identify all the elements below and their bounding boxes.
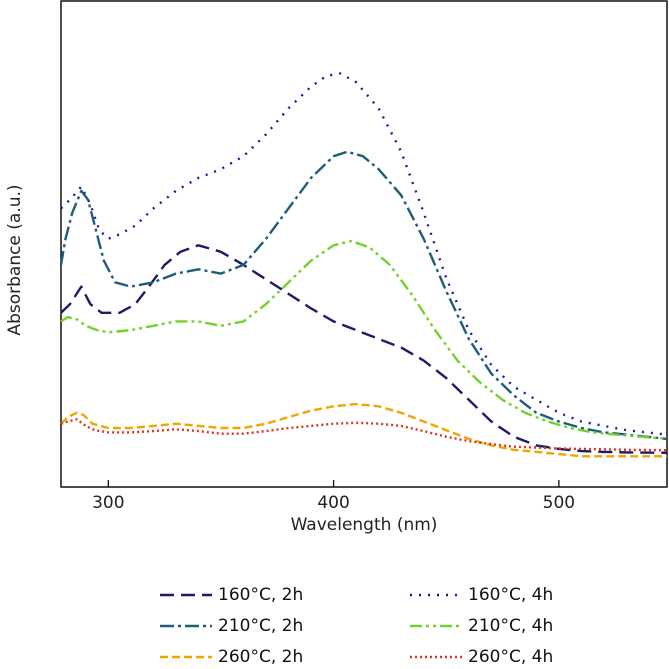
legend-label-3: 210°C, 2h [218,616,303,636]
x-tick-label: 500 [543,493,575,513]
legend-label-2: 160°C, 4h [468,585,553,605]
legend-label-6: 260°C, 4h [468,647,553,667]
legend: 160°C, 2h 160°C, 4h 210°C, 2h 210°C, 4h 260°… [160,585,553,667]
series-line-6 [60,418,668,452]
series-layer [59,72,668,458]
x-tick-label: 400 [317,493,349,513]
x-axis: 300 400 500 [92,480,575,513]
y-axis-title: Absorbance (a.u.) [5,184,25,335]
legend-label-5: 260°C, 2h [218,647,303,667]
legend-label-4: 210°C, 4h [468,616,553,636]
x-tick-label: 300 [92,493,124,513]
x-axis-title: Wavelength (nm) [291,515,438,535]
series-line-5 [60,402,667,458]
series-line-3 [59,150,668,441]
legend-label-1: 160°C, 2h [218,585,303,605]
series-line-1 [60,244,668,454]
plot-frame [60,0,668,488]
series-line-2 [60,72,668,436]
series-line-4 [60,239,668,441]
